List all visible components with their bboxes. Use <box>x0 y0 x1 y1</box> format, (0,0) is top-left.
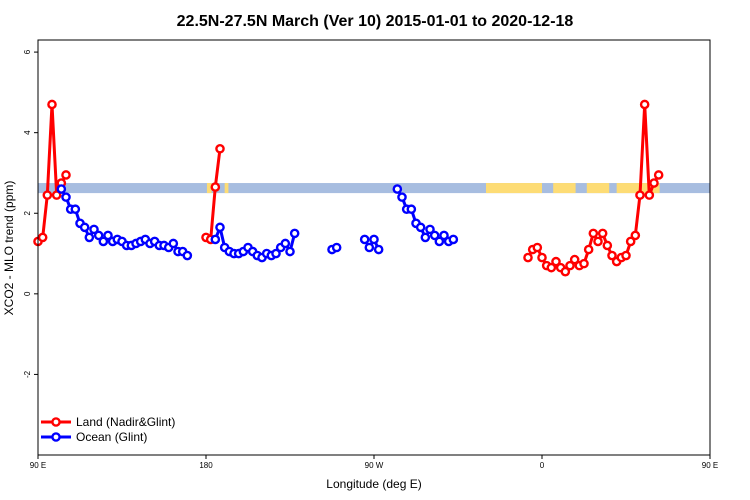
data-point <box>93 230 104 241</box>
legend-item: Ocean (Glint) <box>41 430 147 444</box>
chart-title: 22.5N-27.5N March (Ver 10) 2015-01-01 to… <box>177 13 574 30</box>
data-point <box>373 244 384 255</box>
data-point <box>98 236 109 247</box>
data-point <box>42 190 53 200</box>
data-point <box>37 232 48 243</box>
data-point <box>392 184 403 194</box>
legend-swatch-marker <box>51 417 61 427</box>
data-point <box>280 238 291 249</box>
x-tick-label: 90 W <box>365 461 384 470</box>
x-axis-label: Longitude (deg E) <box>326 477 421 491</box>
data-point <box>89 224 99 235</box>
legend-label: Ocean (Glint) <box>76 430 147 444</box>
x-axis: 90 E 180 90 W 0 90 E <box>30 455 718 470</box>
data-point <box>537 252 547 263</box>
data-point <box>359 234 370 245</box>
land-band-segment <box>553 183 576 194</box>
legend: Land (Nadir&Glint)Ocean (Glint) <box>41 415 175 444</box>
series-land <box>33 99 664 277</box>
data-point <box>448 234 459 245</box>
data-point <box>420 232 431 243</box>
data-point <box>285 246 295 257</box>
data-point <box>630 230 641 241</box>
data-point <box>429 230 440 241</box>
data-point <box>569 254 580 265</box>
data-point <box>593 236 603 247</box>
data-point <box>621 250 631 261</box>
data-point <box>597 228 608 239</box>
data-point <box>61 192 71 202</box>
ocean-band <box>38 183 710 194</box>
data-point <box>415 222 426 233</box>
data-point <box>607 250 617 261</box>
data-point <box>47 99 57 110</box>
data-point <box>588 228 599 239</box>
data-point <box>289 228 300 239</box>
data-point <box>215 143 225 154</box>
data-point <box>210 182 221 192</box>
data-point <box>182 250 193 261</box>
data-point <box>51 190 62 200</box>
land-band-segment <box>586 183 610 194</box>
x-tick-label: 180 <box>199 461 213 470</box>
data-point <box>551 256 561 267</box>
data-point <box>79 222 90 233</box>
data-point <box>639 99 650 110</box>
data-point <box>56 184 67 194</box>
land-band-segment <box>616 183 660 194</box>
data-point <box>602 240 613 251</box>
data-point <box>649 178 659 188</box>
data-point <box>215 222 225 233</box>
y-tick-label: -2 <box>23 370 32 378</box>
x-tick-label: 90 E <box>702 461 718 470</box>
data-point <box>61 170 71 180</box>
legend-label: Land (Nadir&Glint) <box>76 415 175 429</box>
data-point <box>271 248 281 259</box>
data-point <box>546 262 557 273</box>
land-band-segment <box>486 183 542 194</box>
data-point <box>439 230 449 241</box>
data-point <box>331 242 342 253</box>
legend-item: Land (Nadir&Glint) <box>41 415 175 429</box>
data-point <box>523 252 533 263</box>
data-point <box>565 260 575 271</box>
data-point <box>625 236 636 247</box>
legend-swatch-marker <box>51 432 61 442</box>
y-tick-label: 6 <box>23 49 32 54</box>
data-point <box>369 234 379 245</box>
data-point <box>583 244 594 255</box>
data-point <box>84 232 95 243</box>
data-point <box>103 230 113 241</box>
land-ocean-band <box>38 183 710 194</box>
x-tick-label: 90 E <box>30 461 46 470</box>
y-tick-label: 4 <box>23 130 32 135</box>
series-layer <box>33 99 664 277</box>
x-tick-label: 0 <box>540 461 545 470</box>
y-axis: -2 0 2 4 6 <box>23 49 38 378</box>
data-point <box>210 234 221 245</box>
data-point <box>70 204 81 215</box>
y-axis-label: XCO2 - MLO trend (ppm) <box>2 181 16 316</box>
data-point <box>434 236 445 247</box>
data-point <box>653 170 664 180</box>
land-band-segment <box>224 183 229 194</box>
data-point <box>635 190 645 200</box>
data-point <box>364 242 375 253</box>
data-point <box>532 242 543 253</box>
data-point <box>560 266 571 277</box>
data-point <box>397 192 407 202</box>
data-point <box>579 258 589 269</box>
data-point <box>168 238 179 249</box>
series-ocean <box>56 184 459 263</box>
data-point <box>425 224 435 235</box>
data-point <box>406 204 417 215</box>
y-tick-label: 0 <box>23 291 32 296</box>
data-point <box>644 190 655 200</box>
land-band-segment <box>206 183 212 194</box>
y-tick-label: 2 <box>23 210 32 215</box>
